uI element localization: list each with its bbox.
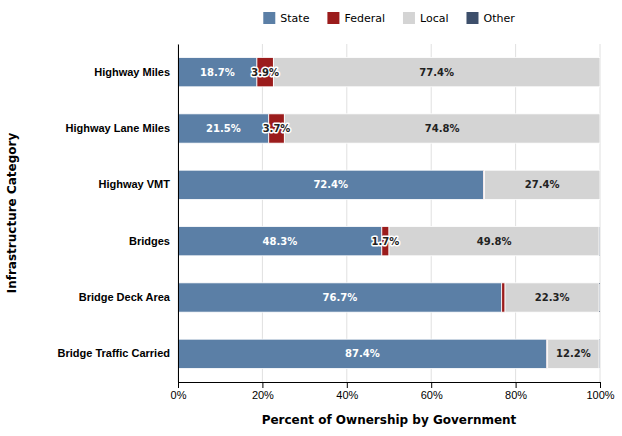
y-tick: Highway Miles [94, 66, 178, 78]
y-tick-label: Highway Lane Miles [65, 122, 170, 134]
data-label: 22.3% [535, 292, 570, 303]
grid [178, 44, 600, 382]
grid-line [600, 44, 601, 382]
y-tick: Bridge Traffic Carried [58, 347, 178, 359]
data-label: 49.8% [477, 236, 512, 247]
data-label: 72.4% [313, 179, 348, 190]
x-tick: 100% [586, 382, 614, 401]
data-label: 27.4% [525, 179, 560, 190]
grid-line [262, 44, 263, 382]
legend-swatch [263, 12, 275, 24]
x-axis: 0% 20% 40% 60% 80% 100% [171, 382, 615, 401]
legend-label: State [280, 12, 309, 25]
data-label: 12.2% [556, 348, 591, 359]
legend-label: Other [483, 12, 515, 25]
data-label: 18.7% [200, 67, 235, 78]
grid-line [431, 44, 432, 382]
bar [600, 58, 601, 87]
bar [484, 170, 600, 199]
x-tick: 60% [421, 382, 443, 401]
grid-line [178, 44, 179, 382]
bar [178, 170, 484, 199]
x-tick: 80% [505, 382, 527, 401]
legend-item: State [263, 12, 309, 25]
data-label: 74.8% [425, 123, 460, 134]
legend-label: Local [420, 12, 449, 25]
x-axis-line [179, 383, 601, 389]
legend-label: Federal [344, 12, 385, 25]
data-labels: 18.7% 21.5% 72.4% 48.3% 76.7% 87.4% 3.9% 3.7% 1.… [200, 67, 591, 360]
x-tick-mark [516, 382, 517, 388]
bar [600, 114, 601, 143]
legend-swatch [403, 12, 415, 24]
bar [600, 170, 601, 199]
x-axis-title: Percent of Ownership by Government [262, 413, 517, 427]
y-tick: Highway Lane Miles [65, 122, 178, 134]
bar [178, 58, 257, 87]
series-bars [257, 58, 548, 369]
legend-item: Federal [327, 12, 385, 25]
x-tick-label: 20% [252, 389, 274, 401]
legend-swatch [466, 12, 478, 24]
x-tick: 20% [252, 382, 274, 401]
bar [178, 339, 547, 368]
x-tick-label: 60% [421, 389, 443, 401]
bar [284, 114, 600, 143]
y-tick: Bridges [129, 235, 178, 247]
x-tick-label: 40% [336, 389, 358, 401]
x-tick-mark [600, 382, 601, 388]
bar [599, 339, 600, 368]
y-tick: Bridge Deck Area [79, 291, 178, 303]
bar [599, 227, 600, 256]
y-tick-label: Bridges [129, 235, 170, 247]
data-label: 1.7% [372, 236, 400, 247]
bar [599, 283, 600, 312]
grid-line [346, 44, 347, 382]
x-tick-label: 80% [505, 389, 527, 401]
series-bars [273, 58, 600, 369]
bar [178, 114, 269, 143]
y-tick-label: Bridge Traffic Carried [58, 347, 170, 359]
legend-item: Local [403, 12, 449, 25]
data-label: 3.7% [263, 123, 291, 134]
y-tick-label: Highway VMT [98, 178, 170, 190]
x-tick-mark [347, 382, 348, 388]
data-label: 87.4% [345, 348, 380, 359]
data-label: 48.3% [263, 236, 298, 247]
y-axis-line [178, 45, 179, 383]
plot: 0% 20% 40% 60% 80% 100% Highway Miles Highway L… [58, 44, 615, 401]
x-tick-mark [178, 382, 179, 388]
legend-item: Other [466, 12, 515, 25]
bar [273, 58, 600, 87]
data-label: 76.7% [322, 292, 357, 303]
bar [502, 283, 505, 312]
bars [178, 58, 600, 369]
x-tick-mark [262, 382, 263, 388]
legend-swatch [327, 12, 339, 24]
y-tick-label: Highway Miles [94, 66, 170, 78]
bar [178, 283, 502, 312]
x-tick-label: 100% [586, 389, 614, 401]
series-bars [599, 227, 600, 369]
grid-line [515, 44, 516, 382]
data-label: 3.9% [251, 67, 279, 78]
bar [505, 283, 599, 312]
bar [389, 227, 599, 256]
y-axis-title: Infrastructure Category [5, 133, 19, 294]
y-tick-label: Bridge Deck Area [79, 291, 171, 303]
legend: State Federal Local Other [263, 12, 515, 25]
data-label: 21.5% [206, 123, 241, 134]
y-tick: Highway VMT [98, 178, 178, 190]
series-bars [178, 58, 547, 369]
chart: 0% 20% 40% 60% 80% 100% Highway Miles Highway L… [0, 0, 622, 436]
bar [178, 227, 382, 256]
x-tick: 0% [171, 382, 187, 401]
y-axis: Highway Miles Highway Lane Miles Highway V… [58, 45, 179, 383]
data-label: 77.4% [419, 67, 454, 78]
x-tick-mark [431, 382, 432, 388]
x-tick: 40% [336, 382, 358, 401]
bar [548, 339, 599, 368]
x-tick-label: 0% [171, 389, 187, 401]
